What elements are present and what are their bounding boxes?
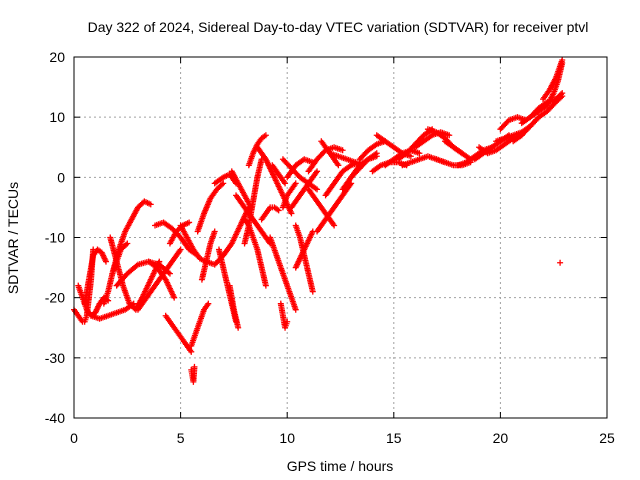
series-pass-38: [292, 228, 316, 271]
data-point: [373, 153, 380, 160]
data-point: [275, 207, 282, 214]
trace-marker: [123, 241, 130, 248]
trace-marker: [218, 181, 225, 188]
x-tick-label: 5: [177, 430, 185, 446]
x-tick-label: 10: [279, 430, 295, 446]
series-pass-62: [510, 93, 566, 145]
series-pass-18: [198, 228, 218, 283]
x-tick-label: 20: [493, 430, 509, 446]
data-point: [446, 132, 453, 139]
series-pass-41: [314, 180, 355, 235]
x-tick-label: 15: [386, 430, 402, 446]
data-point: [282, 180, 289, 187]
data-point: [102, 258, 109, 265]
data-point: [352, 159, 359, 166]
series-pass-12: [162, 312, 195, 355]
series-pass-09: [134, 246, 184, 313]
series-pass-27: [245, 132, 269, 169]
series-pass-30: [267, 234, 299, 313]
data-point: [235, 324, 242, 331]
series-pass-26: [241, 216, 269, 289]
data-point: [188, 348, 195, 355]
data-point: [186, 219, 193, 226]
trace-marker: [133, 262, 140, 269]
y-tick-label: -30: [45, 350, 65, 366]
data-point: [171, 294, 178, 301]
y-axis-label: SDTVAR / TECUs: [5, 182, 21, 294]
series-outlier: [557, 259, 564, 266]
data-point: [309, 288, 316, 295]
data-point: [339, 147, 346, 154]
data-point: [191, 363, 198, 370]
series-pass-10: [145, 258, 178, 301]
data-point: [205, 300, 212, 307]
series-pass-65: [540, 57, 566, 103]
data-point: [557, 259, 564, 266]
data-point: [559, 57, 566, 64]
y-tick-label: 0: [57, 169, 65, 185]
y-tick-label: -40: [45, 410, 65, 426]
axis-ticks: [73, 56, 608, 419]
data-point: [284, 318, 291, 325]
trace-marker: [557, 91, 564, 98]
series-pass-31: [269, 162, 289, 187]
data-point: [124, 240, 131, 247]
data-point: [211, 228, 218, 235]
series-pass-33: [279, 180, 299, 211]
series-pass-17: [194, 180, 227, 235]
data-point: [314, 186, 321, 193]
series-pass-29: [258, 204, 282, 223]
y-tick-label: -20: [45, 290, 65, 306]
series-pass-51: [395, 126, 436, 163]
series-pass-46: [348, 153, 380, 181]
series-pass-43: [322, 159, 363, 199]
series-pass-15: [188, 363, 198, 385]
data-points: [71, 57, 566, 385]
y-tick-label: 20: [49, 49, 65, 65]
series-pass-47: [356, 138, 389, 163]
grid-lines: [74, 57, 607, 418]
series-pass-07: [109, 198, 154, 277]
data-point: [407, 153, 414, 160]
trace-marker: [330, 221, 337, 228]
data-point: [220, 180, 227, 187]
series-pass-16: [188, 300, 212, 349]
y-tick-label: 10: [49, 109, 65, 125]
chart-title: Day 322 of 2024, Sidereal Day-to-day VTE…: [88, 19, 589, 35]
data-point: [331, 222, 338, 229]
data-point: [559, 90, 566, 97]
series-pass-36: [288, 168, 321, 211]
series-pass-44: [326, 150, 359, 166]
data-point: [314, 168, 321, 175]
y-tick-labels: -40 -30 -20 -10 0 10 20: [45, 49, 65, 426]
series-pass-25: [241, 156, 265, 247]
data-point: [292, 306, 299, 313]
x-tick-label: 25: [599, 430, 615, 446]
series-pass-32: [277, 300, 291, 331]
data-point: [416, 150, 423, 157]
data-point: [335, 162, 342, 169]
x-tick-label: 0: [70, 430, 78, 446]
series-pass-03: [81, 246, 109, 307]
data-point: [288, 210, 295, 217]
trace-marker: [313, 169, 320, 176]
data-point: [177, 246, 184, 253]
x-tick-labels: 0 5 10 15 20 25: [70, 430, 615, 446]
trace-marker: [176, 247, 183, 254]
series-pass-06: [107, 234, 163, 313]
series-pass-22: [226, 282, 242, 331]
y-tick-label: -10: [45, 230, 65, 246]
data-point: [166, 270, 173, 277]
data-point: [292, 180, 299, 187]
data-point: [262, 282, 269, 289]
x-axis-label: GPS time / hours: [287, 458, 394, 474]
data-point: [147, 201, 154, 208]
data-point: [262, 132, 269, 139]
